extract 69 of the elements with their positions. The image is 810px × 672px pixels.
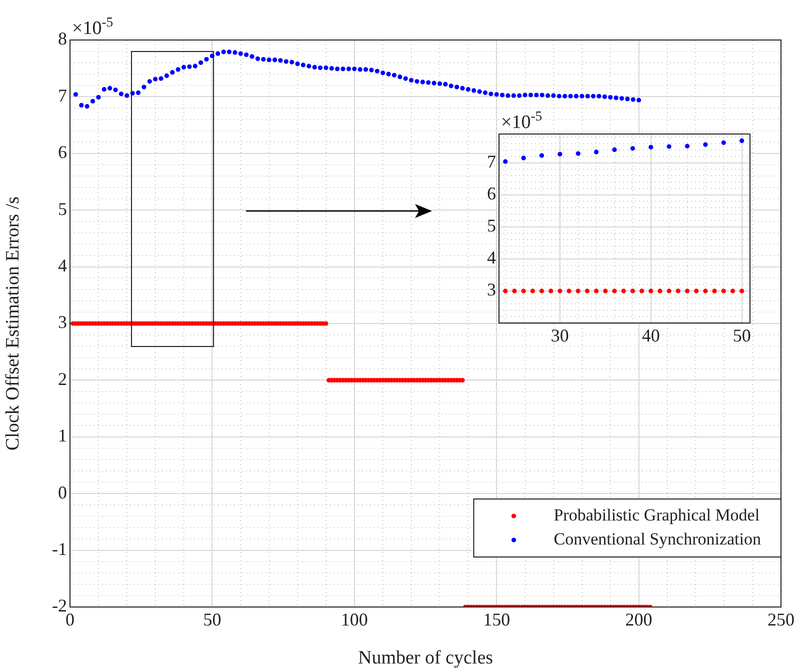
x-tick-label: 200 [625, 610, 652, 630]
point [594, 288, 599, 294]
point [639, 288, 644, 294]
point [576, 151, 580, 156]
point [721, 288, 726, 294]
point [703, 142, 708, 147]
legend-label: Probabilistic Graphical Model [554, 505, 760, 524]
point [740, 288, 744, 294]
point [566, 288, 572, 294]
point [703, 288, 708, 294]
point [740, 138, 744, 144]
y-tick-label: 4 [487, 248, 496, 268]
y-tick-label: 3 [58, 312, 67, 332]
x-tick-label: 50 [203, 610, 222, 630]
point [666, 144, 672, 149]
y-tick-label: 5 [487, 216, 496, 236]
x-tick-label: 150 [483, 610, 510, 630]
y-axis-title: Clock Offset Estimation Errors /s [2, 196, 24, 451]
y-tick-label: 8 [58, 28, 67, 49]
point [684, 288, 690, 294]
point [694, 288, 699, 294]
y-tick-label: 1 [58, 426, 67, 446]
x-axis-title: Number of cycles [358, 648, 494, 669]
y-tick-label: 7 [58, 85, 67, 106]
point [539, 288, 544, 294]
point [666, 288, 672, 294]
point [558, 288, 562, 294]
point [576, 288, 580, 294]
point [730, 288, 736, 294]
x-tick-label: 50 [732, 326, 751, 346]
y-tick-label: 6 [487, 184, 496, 204]
point [612, 288, 617, 294]
y-tick-label: -2 [52, 596, 67, 616]
point [712, 288, 717, 294]
y-tick-label: 4 [58, 256, 67, 276]
y-tick-label: 6 [58, 142, 67, 162]
point [721, 140, 726, 145]
point [503, 288, 508, 294]
x-tick-label: 250 [768, 610, 794, 630]
point [603, 288, 608, 294]
point [648, 144, 654, 150]
point [658, 288, 662, 294]
y-tick-label: 5 [58, 198, 67, 219]
point [648, 288, 654, 294]
point [521, 288, 526, 294]
y-tick-label: 0 [58, 482, 67, 502]
x-tick-label: 40 [642, 326, 660, 346]
point [539, 153, 544, 158]
point [676, 288, 680, 294]
point [621, 288, 626, 294]
y-tick-label: 3 [487, 280, 496, 300]
legend-label: Conventional Synchronization [554, 529, 762, 548]
point [630, 288, 635, 294]
point [612, 147, 617, 152]
y-tick-label: 2 [58, 368, 67, 389]
point [630, 146, 635, 151]
x-tick-label: 30 [550, 326, 569, 346]
point [684, 144, 690, 148]
point [503, 159, 508, 164]
point [548, 288, 554, 294]
point [558, 152, 562, 156]
point [594, 150, 599, 154]
x-tick-label: 100 [340, 610, 368, 630]
point [584, 288, 590, 294]
y-tick-label: 7 [487, 152, 496, 172]
point [521, 156, 526, 160]
y-tick-label: -1 [52, 539, 67, 560]
point [512, 288, 517, 294]
point [530, 288, 535, 294]
